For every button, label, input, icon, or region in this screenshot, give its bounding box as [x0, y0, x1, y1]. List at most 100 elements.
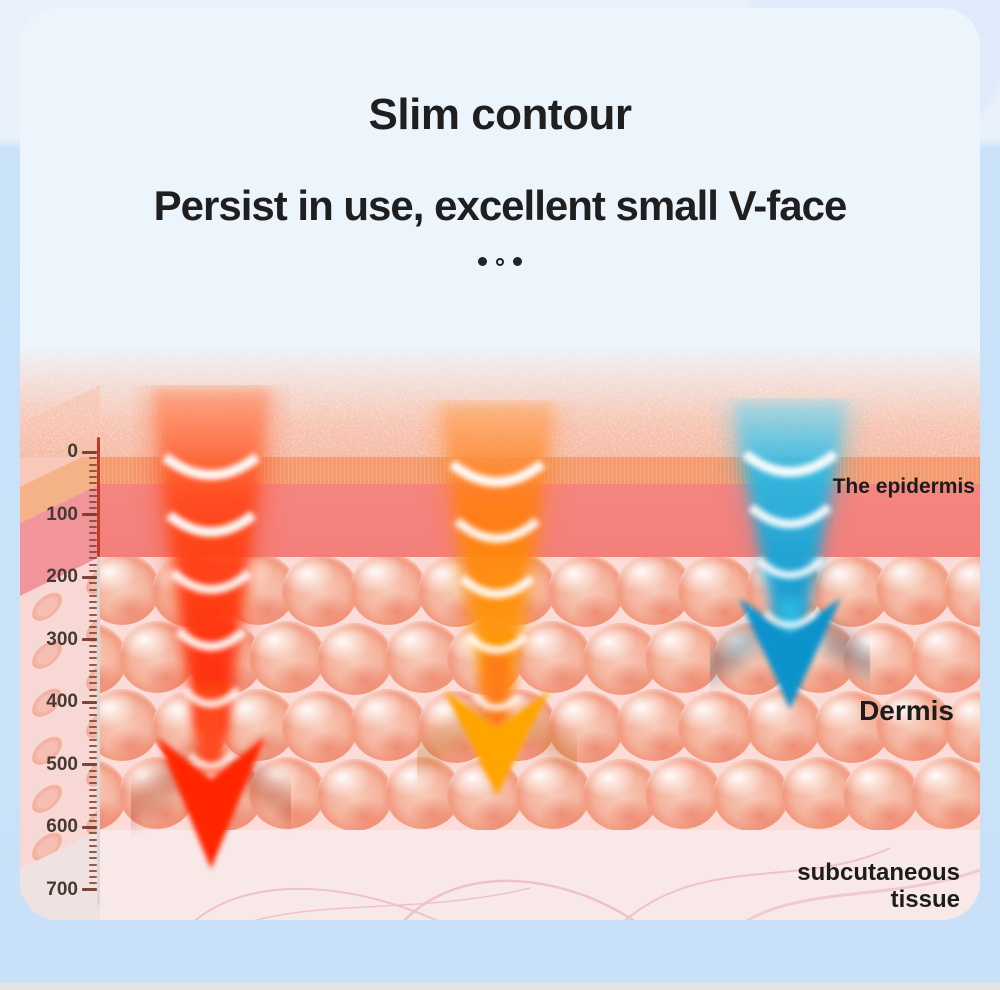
ruler-minor-tick: [89, 551, 97, 553]
subcutaneous-label-line2: tissue: [890, 886, 960, 913]
decorative-dots: [20, 257, 980, 266]
ruler-minor-tick: [89, 738, 97, 741]
ruler-minor-tick: [89, 538, 97, 541]
ruler-minor-tick: [89, 819, 97, 822]
ruler-major-tick: [82, 575, 97, 579]
ruler-minor-tick: [89, 488, 97, 491]
dermis-cell: [515, 621, 591, 693]
ruler-minor-tick: [89, 719, 97, 722]
dermis-cell: [282, 557, 358, 627]
dermis-cell: [713, 759, 789, 830]
ruler-minor-tick: [89, 776, 97, 778]
ruler-minor-tick: [89, 619, 97, 622]
ruler-major-tick: [82, 763, 97, 766]
ruler-minor-tick: [89, 757, 97, 760]
dermis-cell: [944, 557, 980, 627]
ruler-minor-tick: [89, 463, 97, 466]
ruler-minor-tick: [89, 663, 97, 666]
filled-dot: [478, 257, 487, 266]
ruler-minor-tick: [89, 544, 97, 547]
ruler-minor-tick: [89, 563, 97, 566]
ruler-minor-tick: [89, 688, 97, 691]
ruler-minor-tick: [89, 676, 97, 678]
ruler-minor-tick: [89, 751, 97, 753]
ruler-tick-label: 600: [46, 816, 78, 837]
ruler-minor-tick: [89, 526, 97, 528]
ruler-minor-tick: [89, 882, 97, 885]
skin-diagram: 0 100 200 300 400 500 600 700: [20, 345, 980, 920]
dermis-cell: [317, 623, 393, 695]
bottom-strip: [0, 983, 1000, 990]
ruler-minor-tick: [89, 744, 97, 747]
ruler-major-tick: [82, 513, 97, 516]
ruler-minor-tick: [89, 863, 97, 866]
vein-lines: [194, 847, 980, 920]
ruler-minor-tick: [89, 469, 97, 472]
dermis-cell: [515, 757, 591, 829]
ruler-minor-tick: [89, 476, 97, 478]
epidermis-label: The epidermis: [832, 475, 975, 498]
ruler-line-deep-segment: [97, 557, 100, 905]
ruler-minor-tick: [89, 644, 97, 647]
page-title: Slim contour: [368, 90, 632, 139]
dermis-cell: [249, 621, 325, 693]
dermis-cell: [979, 759, 980, 830]
ruler-minor-tick: [89, 788, 97, 791]
page-subtitle: Persist in use, excellent small V-face: [153, 182, 848, 229]
ruler-minor-tick: [89, 507, 97, 510]
dermis-cell: [911, 621, 980, 693]
ruler-tick-label: 300: [46, 628, 78, 650]
subcutaneous-label-line1: subcutaneous: [797, 859, 960, 886]
dermis-cell: [678, 557, 754, 627]
ruler-tick-label: 500: [46, 753, 78, 775]
ruler-minor-tick: [89, 838, 97, 841]
ruler-minor-tick: [89, 801, 97, 803]
ruler-minor-tick: [89, 707, 97, 710]
ruler-minor-tick: [89, 651, 97, 653]
subcutaneous-layer: [100, 830, 980, 920]
dermis-cell: [317, 759, 393, 830]
ruler-minor-tick: [89, 557, 97, 560]
ruler-minor-tick: [89, 732, 97, 735]
dermis-cell: [746, 689, 822, 761]
dermis-cell: [100, 689, 160, 761]
ruler-minor-tick: [89, 601, 97, 603]
dermis-cell: [350, 689, 426, 761]
ruler-major-tick: [82, 450, 97, 454]
dermis-cell: [350, 557, 426, 625]
ruler-minor-tick: [89, 782, 97, 785]
ruler-major-tick: [82, 638, 97, 641]
dermis-cell: [282, 691, 358, 763]
dermis-cell: [548, 557, 624, 627]
ruler-minor-tick: [89, 857, 97, 860]
dermis-cell: [645, 757, 721, 829]
ruler-minor-tick: [89, 519, 97, 522]
ruler-minor-tick: [89, 582, 97, 585]
blue-beam-arrow: [710, 400, 870, 709]
dermis-label: Dermis: [859, 695, 954, 726]
ruler-minor-tick: [89, 657, 97, 660]
red-beam-arrow: [131, 387, 291, 869]
ruler-tick-label: 100: [46, 503, 78, 525]
ruler-major-tick: [82, 825, 97, 829]
ruler-minor-tick: [89, 807, 97, 810]
ruler-minor-tick: [89, 607, 97, 610]
ruler-minor-tick: [89, 769, 97, 772]
ruler-minor-tick: [89, 569, 97, 572]
ruler-minor-tick: [89, 501, 97, 503]
dermis-cell: [876, 689, 952, 761]
ruler-minor-tick: [89, 844, 97, 847]
ruler-line-epidermis-segment: [97, 437, 100, 557]
ruler-minor-tick: [89, 794, 97, 797]
ruler-minor-tick: [89, 813, 97, 816]
ruler-minor-tick: [89, 682, 97, 685]
filled-dot: [513, 257, 522, 266]
dermis-cell: [876, 557, 952, 625]
dermis-cell: [843, 759, 919, 830]
ruler-tick-label: 400: [46, 691, 78, 712]
ruler-minor-tick: [89, 494, 97, 497]
ruler-minor-tick: [89, 669, 97, 672]
ruler-minor-tick: [89, 457, 97, 460]
ruler-minor-tick: [89, 482, 97, 485]
